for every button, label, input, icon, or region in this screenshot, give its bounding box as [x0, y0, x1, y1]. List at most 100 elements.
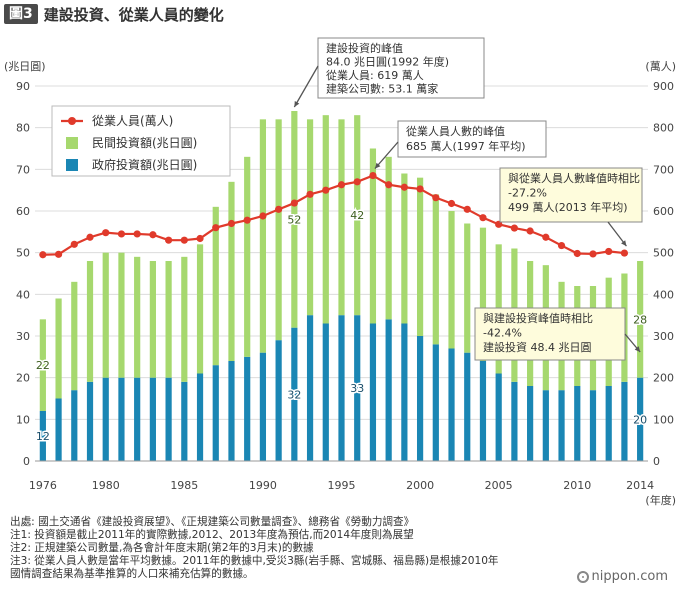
workers-point — [196, 234, 204, 243]
left-axis-label: (兆日圓) — [4, 60, 46, 73]
bar-private — [228, 181, 235, 361]
bar-private — [165, 261, 172, 378]
annotation-text: -27.2% — [508, 187, 547, 200]
annotation-text: 685 萬人(1997 年平均) — [406, 139, 526, 153]
bar-government — [385, 319, 392, 461]
left-tick-label: 80 — [16, 122, 30, 135]
annotation-arrow-line — [374, 141, 399, 170]
left-tick-label: 50 — [16, 247, 30, 260]
bar-government — [149, 377, 156, 461]
x-tick-label: 2014 — [626, 479, 654, 492]
right-tick-label: 300 — [653, 330, 674, 343]
workers-point — [573, 249, 581, 258]
workers-point — [353, 178, 361, 186]
bar-government — [55, 398, 62, 461]
workers-point — [479, 214, 487, 222]
workers-point — [385, 181, 393, 189]
bar-value-label: 32 — [287, 388, 301, 401]
workers-point — [589, 250, 597, 258]
right-axis-label: (萬人) — [645, 60, 676, 73]
bar-value-label: 22 — [36, 359, 50, 372]
left-tick-label: 30 — [16, 330, 30, 343]
workers-point — [243, 216, 251, 224]
bar-value-label: 12 — [36, 430, 50, 443]
bar-government — [322, 323, 329, 461]
bar-government — [448, 348, 455, 461]
chart: 0102030405060708090010020030040050060070… — [4, 37, 676, 507]
annotation-text: 與從業人員人數峰值時相比 — [508, 171, 640, 185]
workers-point — [102, 229, 110, 237]
left-tick-label: 40 — [16, 288, 30, 301]
bar-private — [464, 223, 471, 353]
workers-point — [495, 220, 503, 228]
annotation-box — [499, 167, 643, 223]
legend-label: 從業人員(萬人) — [92, 114, 173, 128]
bar-government — [605, 386, 612, 461]
right-tick-label: 500 — [653, 247, 674, 260]
right-tick-label: 700 — [653, 163, 674, 176]
workers-point — [54, 250, 63, 258]
workers-point — [70, 240, 78, 248]
x-tick-label: 1990 — [249, 479, 277, 492]
bar-private — [244, 156, 251, 357]
brand-logo: nippon.com — [576, 569, 668, 584]
bar-private — [385, 156, 392, 320]
right-tick-label: 200 — [653, 372, 674, 385]
workers-point — [259, 212, 267, 220]
annotation-text: 499 萬人(2013 年平均) — [508, 200, 628, 214]
bar-government — [102, 377, 109, 461]
workers-point — [463, 205, 471, 213]
x-tick-label: 2010 — [563, 479, 591, 492]
left-tick-label: 0 — [23, 455, 30, 468]
bar-value-label: 42 — [350, 209, 364, 222]
notes: 出處: 國土交通省《建設投資展望》、《正規建築公司數量調查》、總務省《勞動力調查… — [10, 516, 610, 581]
bar-private — [637, 261, 644, 378]
right-tick-label: 0 — [653, 455, 660, 468]
header: 圖3 建設投資、從業人員的變化 — [4, 3, 224, 25]
bar-government — [306, 315, 314, 461]
workers-point — [180, 236, 188, 244]
bar-value-label: 28 — [633, 313, 647, 326]
bar-government — [165, 377, 172, 461]
annotation-box — [397, 120, 547, 158]
workers-point — [416, 185, 424, 193]
bar-government — [86, 381, 94, 461]
bar-government — [495, 373, 502, 461]
annotation-text: 從業人員: 619 萬人 — [326, 69, 424, 82]
bar-private — [181, 256, 188, 382]
bar-private — [71, 281, 78, 391]
bar-government — [589, 390, 597, 461]
nippon-logo-icon — [576, 570, 589, 583]
bar-private — [55, 298, 62, 399]
workers-point — [557, 241, 566, 250]
note-2: 注2: 正規建築公司數量,為各會計年度末期(第2年的3月末)的數據 — [10, 542, 314, 554]
annotation-arrowhead-icon — [621, 240, 627, 247]
bar-government — [259, 352, 267, 461]
bar-government — [118, 377, 125, 461]
left-tick-label: 20 — [16, 372, 30, 385]
annotation-text: 建設投資的峰值 — [326, 41, 403, 55]
workers-point — [542, 233, 550, 241]
x-tick-label: 2000 — [406, 479, 434, 492]
legend-label: 政府投資額(兆日圓) — [92, 157, 197, 172]
workers-point — [605, 247, 613, 256]
note-3-cont: 國情調查結果為基準推算的人口來補充估算的數據。 — [10, 568, 254, 580]
bar-government — [527, 386, 534, 461]
bar-private — [275, 119, 282, 341]
bar-government — [181, 381, 188, 461]
bar-government — [416, 336, 424, 461]
bar-private — [369, 148, 377, 324]
workers-point — [165, 236, 173, 244]
bar-government — [479, 361, 487, 461]
bar-government — [354, 315, 361, 461]
bar-private — [39, 319, 46, 411]
bar-value-label: 20 — [633, 413, 647, 426]
bar-government — [369, 323, 377, 461]
bar-private — [306, 119, 314, 316]
workers-point — [526, 227, 534, 235]
logo-text: nippon.com — [591, 569, 668, 584]
annotation-arrowhead-icon — [634, 346, 641, 352]
x-tick-label: 2005 — [485, 479, 513, 492]
workers-point — [227, 219, 236, 228]
bar-private — [448, 211, 455, 349]
